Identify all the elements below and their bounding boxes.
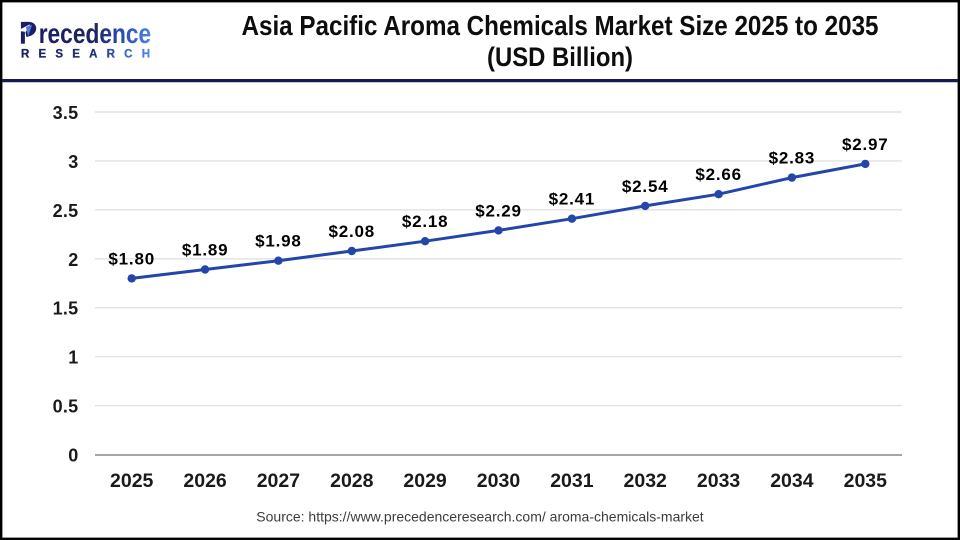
svg-text:2.5: 2.5 bbox=[53, 201, 79, 221]
svg-text:$1.80: $1.80 bbox=[108, 249, 155, 268]
svg-text:2025: 2025 bbox=[110, 470, 154, 492]
svg-text:Source: https://www.precedence: Source: https://www.precedenceresearch.c… bbox=[256, 509, 704, 525]
svg-text:$2.18: $2.18 bbox=[402, 212, 449, 231]
svg-text:2028: 2028 bbox=[330, 470, 374, 492]
svg-text:2: 2 bbox=[68, 250, 78, 270]
svg-text:2030: 2030 bbox=[477, 470, 521, 492]
svg-text:2026: 2026 bbox=[183, 470, 227, 492]
svg-text:0.5: 0.5 bbox=[53, 397, 79, 417]
svg-text:2031: 2031 bbox=[550, 470, 594, 492]
svg-text:2032: 2032 bbox=[624, 470, 668, 492]
svg-text:$1.89: $1.89 bbox=[182, 241, 229, 260]
svg-text:Asia Pacific Aroma Chemicals M: Asia Pacific Aroma Chemicals Market Size… bbox=[242, 10, 879, 41]
svg-text:$1.98: $1.98 bbox=[255, 232, 302, 251]
svg-text:$2.83: $2.83 bbox=[769, 149, 816, 168]
svg-text:1: 1 bbox=[68, 348, 78, 368]
svg-text:$2.41: $2.41 bbox=[549, 190, 596, 209]
svg-text:$2.66: $2.66 bbox=[695, 165, 742, 184]
svg-text:3.5: 3.5 bbox=[53, 103, 79, 123]
svg-text:3: 3 bbox=[68, 152, 78, 172]
svg-text:1.5: 1.5 bbox=[53, 299, 79, 319]
svg-text:$2.97: $2.97 bbox=[842, 135, 889, 154]
svg-text:2034: 2034 bbox=[770, 470, 814, 492]
svg-text:$2.54: $2.54 bbox=[622, 177, 669, 196]
svg-text:2033: 2033 bbox=[697, 470, 741, 492]
svg-text:recedence: recedence bbox=[39, 18, 152, 49]
svg-text:2029: 2029 bbox=[403, 470, 447, 492]
svg-text:0: 0 bbox=[68, 446, 78, 466]
svg-text:$2.08: $2.08 bbox=[329, 222, 376, 241]
svg-text:(USD Billion): (USD Billion) bbox=[487, 42, 633, 72]
svg-text:2035: 2035 bbox=[844, 470, 888, 492]
svg-text:2027: 2027 bbox=[257, 470, 300, 492]
svg-text:$2.29: $2.29 bbox=[475, 201, 522, 220]
